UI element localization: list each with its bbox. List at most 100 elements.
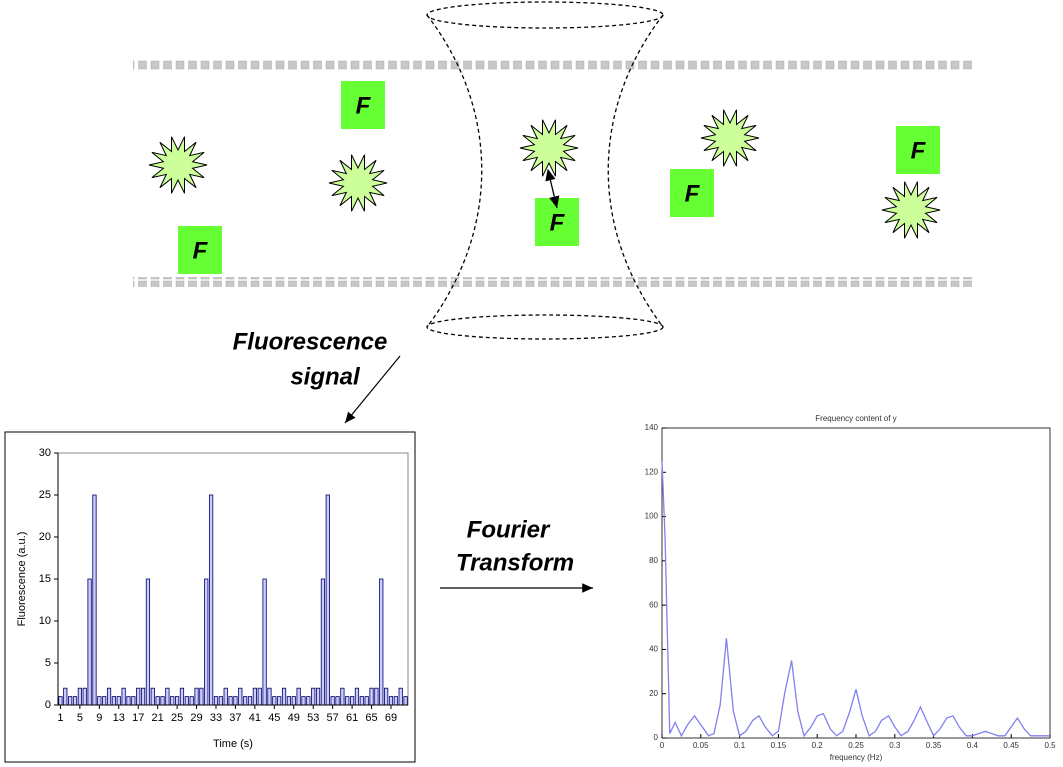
x-tick-label: 49 <box>288 712 300 724</box>
x-tick-label: 57 <box>327 712 339 724</box>
bar <box>151 688 154 705</box>
bar <box>64 688 67 705</box>
bar <box>190 697 193 705</box>
x-tick-label: 65 <box>365 712 377 724</box>
x-tick-label: 69 <box>385 712 397 724</box>
bar <box>355 688 358 705</box>
y-tick-label: 10 <box>39 615 51 627</box>
x-tick-label: 17 <box>132 712 144 724</box>
bar <box>112 697 115 705</box>
bar <box>195 688 198 705</box>
x-tick-label: 21 <box>152 712 164 724</box>
fluorophore-label: F <box>550 209 566 236</box>
y-tick-label: 80 <box>649 556 658 565</box>
bar <box>171 697 174 705</box>
bar <box>117 697 120 705</box>
x-tick-label: 33 <box>210 712 222 724</box>
bar <box>78 688 81 705</box>
bar <box>375 688 378 705</box>
bar <box>346 697 349 705</box>
x-tick-label: 0.4 <box>967 741 979 750</box>
bar <box>297 688 300 705</box>
y-tick-label: 0 <box>654 733 659 742</box>
x-tick-label: 1 <box>57 712 63 724</box>
x-tick-label: 41 <box>249 712 261 724</box>
bar <box>394 697 397 705</box>
annotation: Transform <box>456 549 574 576</box>
bar <box>200 688 203 705</box>
bar <box>175 697 178 705</box>
x-axis-label: Time (s) <box>213 738 253 750</box>
bar <box>243 697 246 705</box>
bar <box>127 697 130 705</box>
fluorophore-label: F <box>911 137 927 164</box>
bar <box>277 697 280 705</box>
bar <box>98 697 101 705</box>
x-tick-label: 0.3 <box>889 741 901 750</box>
bar <box>302 697 305 705</box>
bar <box>253 688 256 705</box>
bar <box>180 688 183 705</box>
y-tick-label: 100 <box>645 512 659 521</box>
bar <box>316 688 319 705</box>
bar <box>234 697 237 705</box>
bar <box>107 688 110 705</box>
molecule <box>329 155 387 212</box>
x-tick-label: 0.45 <box>1003 741 1019 750</box>
bar <box>88 579 91 705</box>
bar <box>141 688 144 705</box>
bar <box>268 688 271 705</box>
y-tick-label: 15 <box>39 573 51 585</box>
bar <box>282 688 285 705</box>
bar <box>68 697 71 705</box>
fluorophore-label: F <box>193 237 209 264</box>
annotation: Fourier <box>467 516 551 543</box>
molecule <box>701 110 759 167</box>
bar <box>205 579 208 705</box>
bar <box>307 697 310 705</box>
bar <box>166 688 169 705</box>
x-tick-label: 0 <box>660 741 665 750</box>
bar <box>59 697 62 705</box>
bar <box>224 688 227 705</box>
y-tick-label: 20 <box>649 689 658 698</box>
bar <box>336 697 339 705</box>
y-axis-label: Fluorescence (a.u.) <box>16 532 28 627</box>
x-axis-label: frequency (Hz) <box>830 753 883 762</box>
y-tick-label: 30 <box>39 447 51 459</box>
bar <box>219 697 222 705</box>
bar <box>83 688 86 705</box>
x-tick-label: 53 <box>307 712 319 724</box>
fluorophore-label: F <box>685 180 701 207</box>
y-tick-label: 120 <box>645 467 659 476</box>
bar-chart: 0510152025301591317212529333741454953576… <box>16 447 408 750</box>
bar <box>399 688 402 705</box>
bar <box>273 697 276 705</box>
x-tick-label: 0.35 <box>926 741 942 750</box>
x-tick-label: 13 <box>113 712 125 724</box>
bar <box>389 697 392 705</box>
bar <box>326 495 329 705</box>
y-tick-label: 5 <box>45 657 51 669</box>
y-tick-label: 40 <box>649 645 658 654</box>
y-tick-label: 20 <box>39 531 51 543</box>
fluorophores: FFFFF <box>178 81 940 274</box>
diagram: FFFFF Fluorescence signal Fourier Transf… <box>0 0 1063 767</box>
y-tick-label: 60 <box>649 600 658 609</box>
bar <box>321 579 324 705</box>
bar <box>73 697 76 705</box>
y-tick-label: 25 <box>39 489 51 501</box>
x-tick-label: 37 <box>229 712 241 724</box>
molecule <box>882 182 940 239</box>
bar <box>214 697 217 705</box>
x-tick-label: 25 <box>171 712 183 724</box>
bar <box>384 688 387 705</box>
membrane-top <box>133 60 973 70</box>
x-tick-label: 0.05 <box>693 741 709 750</box>
bar <box>258 688 261 705</box>
bar <box>132 697 135 705</box>
x-tick-label: 5 <box>77 712 83 724</box>
bar <box>93 495 96 705</box>
x-tick-label: 29 <box>190 712 202 724</box>
